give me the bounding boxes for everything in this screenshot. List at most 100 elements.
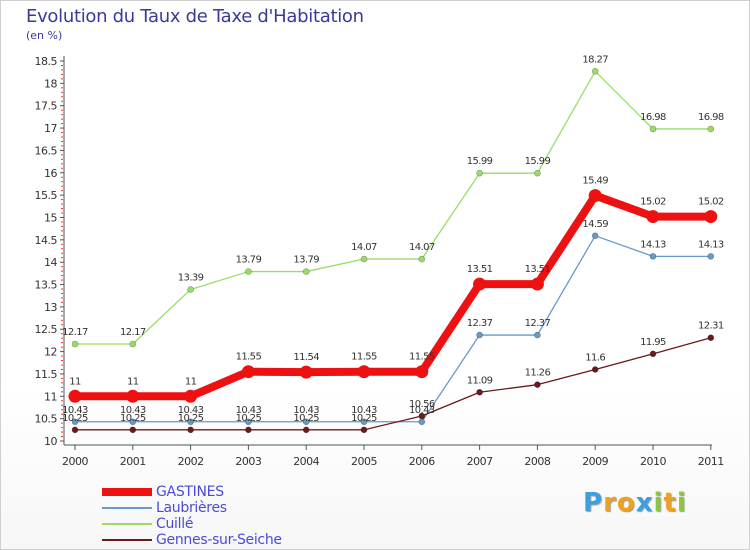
data-label: 14.07 <box>409 242 435 253</box>
data-label: 11.55 <box>409 352 435 363</box>
data-label: 11 <box>69 376 81 387</box>
data-label: 12.17 <box>120 327 146 338</box>
data-point <box>707 253 715 260</box>
legend-label: Laubrières <box>156 500 227 516</box>
data-label: 14.59 <box>582 219 608 230</box>
y-tick-label: 18.5 <box>35 55 58 68</box>
logo-letter: i <box>653 488 664 518</box>
data-label: 10.43 <box>178 405 204 416</box>
data-point <box>591 232 599 240</box>
series-line-laubri-res <box>75 235 711 423</box>
chart-title: Evolution du Taux de Taxe d'Habitation <box>26 6 364 27</box>
data-point <box>476 331 483 339</box>
data-point <box>71 340 79 348</box>
proxiti-logo: Proxiti <box>583 488 687 518</box>
data-label: 10.25 <box>62 413 88 424</box>
data-point <box>476 388 483 396</box>
data-label: 18.27 <box>582 54 608 65</box>
data-point <box>245 268 252 275</box>
data-label: 12.17 <box>62 327 88 338</box>
legend-label: Gennes-sur-Seiche <box>156 532 282 548</box>
data-label: 11 <box>185 376 197 387</box>
data-label: 13.79 <box>236 255 262 266</box>
legend-swatch <box>102 488 152 496</box>
y-tick-label: 16 <box>44 167 57 180</box>
unit-label: (en %) <box>26 29 63 42</box>
data-label: 10.43 <box>62 405 88 416</box>
data-label: 10.43 <box>409 405 435 416</box>
data-point <box>360 426 368 434</box>
data-label: 10.43 <box>236 405 262 416</box>
data-label: 10.25 <box>178 413 204 424</box>
data-label: 12.37 <box>467 318 493 329</box>
data-point <box>245 426 252 434</box>
data-point <box>704 210 718 224</box>
data-label: 11.26 <box>525 368 551 379</box>
data-label: 10.25 <box>236 413 262 424</box>
legend-label: Cuillé <box>156 516 194 532</box>
y-tick-label: 10 <box>44 435 57 448</box>
data-point <box>129 418 137 426</box>
data-label: 13.51 <box>525 264 551 275</box>
data-label: 11.55 <box>351 352 377 363</box>
x-tick-label: 2002 <box>178 455 204 468</box>
data-point <box>476 169 483 177</box>
data-label: 10.43 <box>351 405 377 416</box>
series-line-cuill- <box>75 70 711 345</box>
data-label: 14.07 <box>351 242 377 253</box>
logo-letter: x <box>635 488 654 518</box>
data-label: 13.51 <box>467 264 493 275</box>
data-point <box>415 365 429 379</box>
data-point <box>649 350 657 358</box>
data-point <box>129 426 137 434</box>
x-tick-label: 2006 <box>409 455 435 468</box>
data-point <box>418 418 426 426</box>
x-tick-label: 2010 <box>640 455 666 468</box>
data-label: 15.99 <box>467 156 493 167</box>
data-point <box>302 426 310 434</box>
data-point <box>71 426 79 434</box>
data-label: 15.02 <box>698 197 724 208</box>
x-tick-label: 2008 <box>524 455 550 468</box>
y-tick-label: 14 <box>44 256 57 269</box>
data-label: 10.56 <box>409 399 435 410</box>
data-point <box>71 418 79 426</box>
data-label: 14.13 <box>698 239 724 250</box>
data-point <box>534 331 541 339</box>
data-point <box>649 253 657 260</box>
data-label: 10.25 <box>293 413 319 424</box>
y-tick-label: 16.5 <box>35 144 58 157</box>
x-tick-label: 2007 <box>467 455 493 468</box>
data-point <box>534 169 541 177</box>
y-tick-label: 12.5 <box>35 323 58 336</box>
x-tick-label: 2003 <box>235 455 261 468</box>
data-point <box>646 210 660 224</box>
data-label: 10.43 <box>293 405 319 416</box>
data-label: 11 <box>127 376 139 387</box>
data-label: 16.98 <box>640 112 666 123</box>
y-tick-label: 15.5 <box>35 189 58 202</box>
data-point <box>187 286 194 293</box>
data-label: 11.55 <box>236 352 262 363</box>
data-point <box>360 255 368 263</box>
legend-label: GASTINES <box>156 484 224 500</box>
data-point <box>187 418 194 426</box>
data-point <box>530 277 544 291</box>
x-tick-label: 2005 <box>351 455 377 468</box>
data-point <box>302 268 310 275</box>
data-label: 11.54 <box>293 352 319 363</box>
data-point <box>707 125 715 133</box>
data-point <box>591 67 599 75</box>
y-tick-label: 11.5 <box>35 368 58 381</box>
x-tick-label: 2004 <box>293 455 319 468</box>
data-point <box>418 255 426 263</box>
x-tick-label: 2009 <box>582 455 608 468</box>
series-line-gastines <box>75 191 711 401</box>
legend-swatch <box>102 539 152 541</box>
data-label: 13.79 <box>293 255 319 266</box>
data-point <box>649 125 657 133</box>
data-label: 11.09 <box>467 375 493 386</box>
data-point <box>360 418 368 426</box>
y-tick-label: 14.5 <box>35 234 58 247</box>
